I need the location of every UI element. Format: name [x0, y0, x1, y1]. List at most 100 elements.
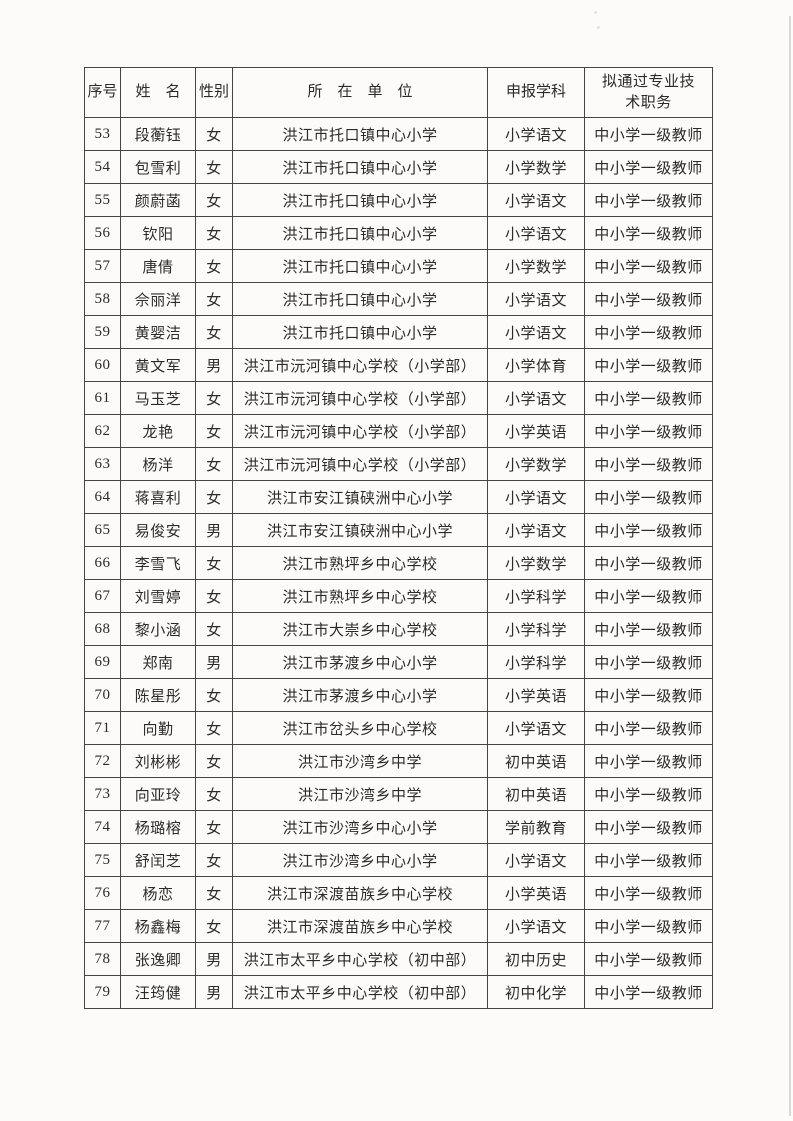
cell-seq: 70 — [84, 678, 121, 712]
cell-title: 中小学一级教师 — [584, 744, 713, 778]
scan-speck — [597, 26, 600, 29]
cell-title: 中小学一级教师 — [584, 282, 713, 316]
cell-seq: 63 — [84, 447, 121, 481]
cell-unit: 洪江市深渡苗族乡中心学校 — [232, 876, 488, 910]
cell-unit: 洪江市茅渡乡中心小学 — [232, 645, 488, 679]
table-row: 53 段蘅钰女洪江市托口镇中心小学 小学语文 中小学一级教师 — [84, 117, 713, 151]
table-row: 61 马玉芝女洪江市沅河镇中心学校（小学部） 小学语文 中小学一级教师 — [84, 381, 713, 415]
cell-name: 包雪利 — [120, 150, 196, 184]
cell-seq: 64 — [84, 480, 121, 514]
cell-subject: 初中英语 — [487, 777, 585, 811]
teacher-roster-table: 序号 姓 名 性别 所 在 单 位 申报学科 拟通过专业技术职务 53 段蘅钰女洪… — [84, 67, 713, 1009]
cell-seq: 59 — [84, 315, 121, 349]
cell-subject: 小学语文 — [487, 843, 585, 877]
cell-gender: 女 — [195, 117, 233, 151]
cell-name: 汪筠健 — [120, 975, 196, 1009]
cell-name: 李雪飞 — [120, 546, 196, 580]
cell-unit: 洪江市沙湾乡中心小学 — [232, 843, 488, 877]
cell-name: 杨璐榕 — [120, 810, 196, 844]
cell-seq: 57 — [84, 249, 121, 283]
table-row: 67 刘雪婷女洪江市熟坪乡中心学校 小学科学 中小学一级教师 — [84, 579, 713, 613]
cell-name: 向亚玲 — [120, 777, 196, 811]
cell-name: 刘雪婷 — [120, 579, 196, 613]
table-row: 68 黎小涵女洪江市大崇乡中心学校 小学科学 中小学一级教师 — [84, 612, 713, 646]
cell-unit: 洪江市熟坪乡中心学校 — [232, 579, 488, 613]
scanner-edge-line — [789, 16, 791, 1116]
cell-unit: 洪江市托口镇中心小学 — [232, 249, 488, 283]
cell-name: 郑南 — [120, 645, 196, 679]
cell-title: 中小学一级教师 — [584, 150, 713, 184]
cell-subject: 小学语文 — [487, 513, 585, 547]
cell-subject: 学前教育 — [487, 810, 585, 844]
cell-unit: 洪江市托口镇中心小学 — [232, 282, 488, 316]
header-gender: 性别 — [195, 67, 233, 118]
cell-name: 龙艳 — [120, 414, 196, 448]
table-row: 66 李雪飞女洪江市熟坪乡中心学校 小学数学 中小学一级教师 — [84, 546, 713, 580]
cell-title: 中小学一级教师 — [584, 117, 713, 151]
header-title-text: 拟通过专业技术职务 — [601, 74, 695, 111]
cell-seq: 55 — [84, 183, 121, 217]
cell-name: 马玉芝 — [120, 381, 196, 415]
cell-title: 中小学一级教师 — [584, 480, 713, 514]
table-header-row: 序号 姓 名 性别 所 在 单 位 申报学科 拟通过专业技术职务 — [84, 67, 713, 118]
table-row: 71 向勤女洪江市岔头乡中心学校 小学语文 中小学一级教师 — [84, 711, 713, 745]
cell-unit: 洪江市岔头乡中心学校 — [232, 711, 488, 745]
cell-gender: 女 — [195, 579, 233, 613]
cell-subject: 小学语文 — [487, 480, 585, 514]
cell-name: 蒋喜利 — [120, 480, 196, 514]
header-seq: 序号 — [84, 67, 121, 118]
cell-unit: 洪江市沅河镇中心学校（小学部） — [232, 447, 488, 481]
cell-title: 中小学一级教师 — [584, 183, 713, 217]
cell-gender: 女 — [195, 876, 233, 910]
cell-subject: 小学科学 — [487, 645, 585, 679]
table-row: 79 汪筠健男洪江市太平乡中心学校（初中部） 初中化学 中小学一级教师 — [84, 975, 713, 1009]
cell-gender: 女 — [195, 381, 233, 415]
table-row: 78 张逸卿男洪江市太平乡中心学校（初中部） 初中历史 中小学一级教师 — [84, 942, 713, 976]
cell-title: 中小学一级教师 — [584, 447, 713, 481]
cell-seq: 68 — [84, 612, 121, 646]
cell-unit: 洪江市熟坪乡中心学校 — [232, 546, 488, 580]
cell-subject: 小学数学 — [487, 546, 585, 580]
cell-name: 杨恋 — [120, 876, 196, 910]
table-row: 60 黄文军男洪江市沅河镇中心学校（小学部） 小学体育 中小学一级教师 — [84, 348, 713, 382]
cell-name: 陈星彤 — [120, 678, 196, 712]
table-row: 75 舒闰芝女洪江市沙湾乡中心小学 小学语文 中小学一级教师 — [84, 843, 713, 877]
cell-unit: 洪江市沅河镇中心学校（小学部） — [232, 414, 488, 448]
cell-seq: 61 — [84, 381, 121, 415]
cell-unit: 洪江市沙湾乡中学 — [232, 744, 488, 778]
cell-title: 中小学一级教师 — [584, 810, 713, 844]
header-title: 拟通过专业技术职务 — [584, 67, 713, 118]
cell-name: 黄文军 — [120, 348, 196, 382]
cell-seq: 58 — [84, 282, 121, 316]
cell-unit: 洪江市茅渡乡中心小学 — [232, 678, 488, 712]
cell-title: 中小学一级教师 — [584, 678, 713, 712]
cell-unit: 洪江市大崇乡中心学校 — [232, 612, 488, 646]
cell-unit: 洪江市太平乡中心学校（初中部） — [232, 942, 488, 976]
table-row: 58 佘丽洋女洪江市托口镇中心小学 小学语文 中小学一级教师 — [84, 282, 713, 316]
cell-name: 佘丽洋 — [120, 282, 196, 316]
cell-gender: 男 — [195, 513, 233, 547]
cell-unit: 洪江市沙湾乡中学 — [232, 777, 488, 811]
cell-title: 中小学一级教师 — [584, 414, 713, 448]
cell-unit: 洪江市沅河镇中心学校（小学部） — [232, 381, 488, 415]
cell-seq: 67 — [84, 579, 121, 613]
cell-name: 易俊安 — [120, 513, 196, 547]
cell-seq: 54 — [84, 150, 121, 184]
cell-unit: 洪江市托口镇中心小学 — [232, 117, 488, 151]
cell-unit: 洪江市深渡苗族乡中心学校 — [232, 909, 488, 943]
cell-gender: 女 — [195, 414, 233, 448]
cell-gender: 女 — [195, 480, 233, 514]
cell-seq: 77 — [84, 909, 121, 943]
cell-name: 黄婴洁 — [120, 315, 196, 349]
table-row: 56 钦阳女洪江市托口镇中心小学 小学语文 中小学一级教师 — [84, 216, 713, 250]
cell-title: 中小学一级教师 — [584, 315, 713, 349]
cell-subject: 小学语文 — [487, 282, 585, 316]
cell-seq: 79 — [84, 975, 121, 1009]
cell-title: 中小学一级教师 — [584, 546, 713, 580]
cell-title: 中小学一级教师 — [584, 612, 713, 646]
cell-title: 中小学一级教师 — [584, 975, 713, 1009]
cell-subject: 小学英语 — [487, 678, 585, 712]
cell-seq: 66 — [84, 546, 121, 580]
cell-subject: 小学语文 — [487, 216, 585, 250]
cell-subject: 小学语文 — [487, 909, 585, 943]
